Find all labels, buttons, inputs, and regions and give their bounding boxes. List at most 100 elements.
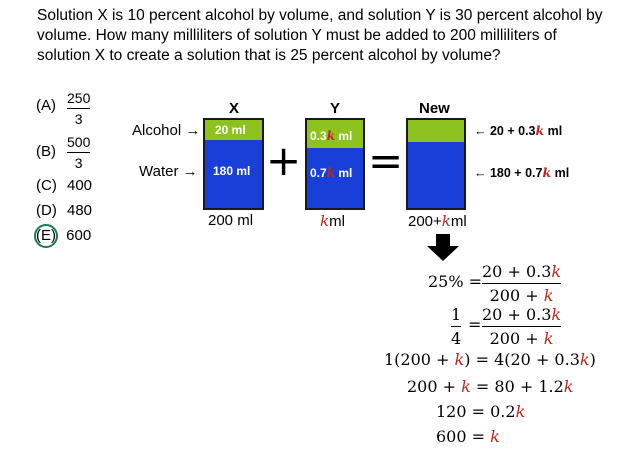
solution-line-1-num-text: 20 + 0.3 <box>482 262 552 281</box>
option-b-numerator: 500 <box>67 134 91 150</box>
solution-line-1-den-text: 200 + <box>489 286 544 305</box>
solution-line-3-k1: k <box>454 350 465 369</box>
option-e-value: 600 <box>66 227 92 244</box>
beaker-x-total: 200 ml <box>208 212 254 229</box>
beaker-y-water-unit: ml <box>335 166 353 180</box>
beaker-y-alcohol-layer: 0.3k ml <box>307 120 363 148</box>
option-b-label: (B) <box>36 143 56 160</box>
beaker-x-alcohol-label: 20 ml <box>215 123 246 137</box>
down-arrow-icon <box>427 234 459 261</box>
beaker-y-water-layer: 0.7k ml <box>307 148 363 208</box>
beaker-y-water-coef: 0.7 <box>310 166 327 180</box>
new-alcohol-annotation: ← 20 + 0.3k ml <box>474 123 562 138</box>
beaker-y-alcohol-label: 0.3k ml <box>310 129 352 143</box>
beaker-y-water-label: 0.7k ml <box>310 166 352 180</box>
beaker-new-total-pre: 200+ <box>408 213 442 230</box>
solution-line-1-fraction: 20 + 0.3k 200 + k <box>482 262 562 305</box>
beaker-y-alcohol-unit: ml <box>335 129 353 143</box>
beaker-y-total-k: k <box>320 212 330 230</box>
solution-line-1-numerator: 20 + 0.3k <box>482 262 561 281</box>
new-alcohol-annotation-pre: ← 20 + 0.3 <box>474 124 536 138</box>
solution-line-2-equals: = <box>468 315 482 334</box>
beaker-new-water-layer <box>408 142 464 208</box>
solution-line-3-a: 1(200 + <box>384 350 455 369</box>
solution-line-4: 200 + k = 80 + 1.2k <box>407 377 574 396</box>
solution-line-2-rhs-fraction: 20 + 0.3k 200 + k <box>482 305 562 348</box>
new-water-annotation-k: k <box>542 165 552 180</box>
option-d-value: 480 <box>67 202 93 219</box>
new-alcohol-annotation-k: k <box>535 123 545 138</box>
option-d-label: (D) <box>36 202 57 219</box>
option-a-label: (A) <box>36 97 56 114</box>
solution-line-5-k: k <box>515 402 526 421</box>
solution-line-2-rden-text: 200 + <box>489 329 544 348</box>
solution-line-3-k2: k <box>579 350 590 369</box>
solution-line-2-rnum-text: 20 + 0.3 <box>482 305 552 324</box>
solution-line-1-lhs: 25% = <box>428 272 483 291</box>
option-e[interactable]: (E) 600 <box>36 227 91 244</box>
question-text: Solution X is 10 percent alcohol by volu… <box>37 7 603 64</box>
solution-line-1-den-k: k <box>543 286 554 305</box>
beaker-x-header: X <box>229 100 240 117</box>
beaker-x: 20 ml 180 ml <box>203 118 264 210</box>
option-c-label: (C) <box>36 177 57 194</box>
beaker-y-total-unit: ml <box>329 213 345 230</box>
beaker-new-total-k: k <box>441 212 451 230</box>
solution-line-1-denominator: 200 + k <box>490 286 554 305</box>
new-alcohol-annotation-unit: ml <box>544 124 563 138</box>
solution-line-4-b: = 80 + 1.2 <box>470 377 564 396</box>
beaker-y-total: kml <box>320 212 345 230</box>
new-water-annotation-pre: ← 180 + 0.7 <box>474 166 543 180</box>
beaker-y: 0.3k ml 0.7k ml <box>305 118 365 210</box>
alcohol-side-label: Alcohol → <box>132 122 201 139</box>
solution-line-3-c: ) <box>589 350 596 369</box>
new-water-annotation: ← 180 + 0.7k ml <box>474 165 569 180</box>
new-water-annotation-unit: ml <box>551 166 570 180</box>
solution-line-3-b: ) = 4(20 + 0.3 <box>464 350 580 369</box>
option-c[interactable]: (C) 400 <box>36 177 92 194</box>
beaker-new-alcohol-layer <box>408 120 464 142</box>
option-e-label: (E) <box>36 227 56 244</box>
option-b-denominator: 3 <box>74 155 83 171</box>
option-a-denominator: 3 <box>74 111 83 127</box>
option-d[interactable]: (D) 480 <box>36 202 92 219</box>
solution-line-5-a: 120 = 0.2 <box>436 402 516 421</box>
beaker-x-water-label: 180 ml <box>213 164 251 178</box>
beaker-x-alcohol-layer: 20 ml <box>205 120 262 140</box>
solution-line-2-rnum-k: k <box>551 305 562 324</box>
beaker-y-water-k: k <box>326 166 336 180</box>
equals-sign: = <box>368 136 404 185</box>
solution-line-6: 600 = k <box>436 427 500 446</box>
beaker-new <box>406 118 466 210</box>
solution-line-2-rden-k: k <box>543 329 554 348</box>
solution-line-1-num-k: k <box>551 262 562 281</box>
solution-line-6-k: k <box>490 427 500 446</box>
option-a-numerator: 250 <box>67 90 91 106</box>
option-c-value: 400 <box>67 177 93 194</box>
solution-line-3: 1(200 + k) = 4(20 + 0.3k) <box>384 350 596 369</box>
solution-line-4-k1: k <box>461 377 471 396</box>
beaker-y-header: Y <box>330 100 341 117</box>
beaker-new-total-unit: ml <box>450 213 467 230</box>
solution-line-4-k2: k <box>563 377 574 396</box>
solution-line-2-rhs-numerator: 20 + 0.3k <box>482 305 561 324</box>
solution-line-6-a: 600 = <box>436 427 491 446</box>
water-side-label: Water → <box>139 163 198 180</box>
option-a-fraction: 250 3 <box>67 90 91 127</box>
beaker-new-total: 200+kml <box>408 212 467 230</box>
option-b[interactable]: (B) <box>36 143 56 160</box>
beaker-x-water-layer: 180 ml <box>205 140 262 208</box>
solution-line-2-lhs-denominator: 4 <box>451 329 462 348</box>
selected-answer-ring <box>34 224 58 248</box>
solution-line-2-rhs-denominator: 200 + k <box>490 329 554 348</box>
solution-line-2-lhs-fraction: 1 4 <box>451 305 462 348</box>
solution-line-5: 120 = 0.2k <box>436 402 525 421</box>
option-a[interactable]: (A) <box>36 97 56 114</box>
plus-sign: + <box>266 136 302 185</box>
beaker-new-header: New <box>419 100 450 117</box>
solution-line-2-lhs-numerator: 1 <box>451 305 462 324</box>
beaker-y-alcohol-k: k <box>326 129 336 143</box>
option-b-fraction: 500 3 <box>67 134 91 171</box>
solution-line-4-a: 200 + <box>407 377 462 396</box>
beaker-y-alcohol-coef: 0.3 <box>310 129 327 143</box>
